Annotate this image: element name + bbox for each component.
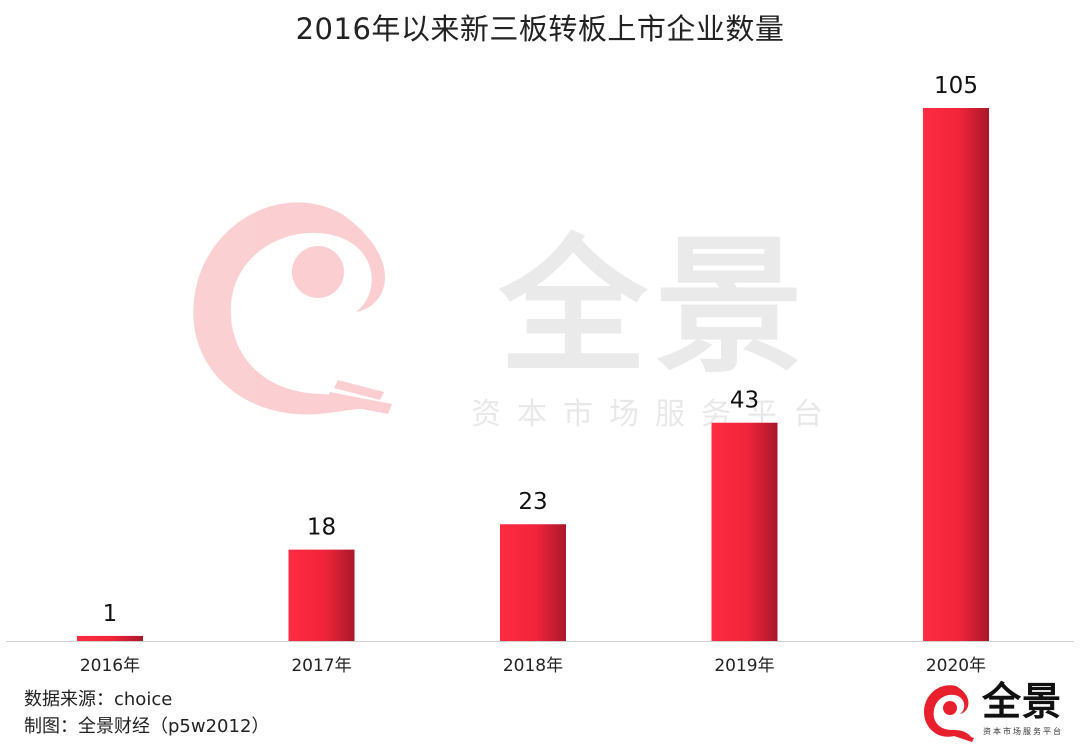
brand-logo: 全景 资本市场服务平台 (920, 680, 1080, 750)
logo-tagline: 资本市场服务平台 (983, 727, 1063, 736)
data-label-2016: 1 (103, 601, 118, 627)
watermark-name: 全景 (498, 221, 811, 393)
bar-2019 (711, 422, 778, 641)
watermark-tagline: 资本市场服务平台 (471, 397, 839, 432)
x-tick-label-2020: 2020年 (926, 656, 986, 676)
watermark: 全景 资本市场服务平台 (193, 202, 839, 432)
chart-title: 2016年以来新三板转板上市企业数量 (295, 12, 785, 46)
x-tick-label-2017: 2017年 (291, 656, 351, 676)
bars (77, 108, 989, 641)
x-tick-label-2018: 2018年 (503, 656, 563, 676)
x-tick-labels: 2016年 2017年 2018年 2019年 2020年 (80, 656, 986, 676)
bar-2018 (500, 524, 566, 641)
chart-source: 数据来源：choice 制图：全景财经（p5w2012） (24, 686, 269, 740)
data-label-2020: 105 (934, 73, 978, 99)
data-label-2017: 18 (307, 515, 336, 541)
logo-name: 全景 (982, 680, 1063, 725)
bar-2016 (77, 635, 143, 641)
data-label-2018: 23 (518, 489, 547, 515)
source-line: 数据来源：choice (24, 689, 173, 710)
producer-line: 制图：全景财经（p5w2012） (24, 716, 270, 737)
data-labels: 1 18 23 43 105 (103, 73, 978, 627)
data-label-2019: 43 (730, 388, 759, 414)
bar-2020 (923, 108, 989, 641)
logo-swirl-icon (924, 685, 974, 742)
x-tick-label-2016: 2016年 (80, 656, 140, 676)
x-tick-label-2019: 2019年 (714, 656, 774, 676)
bar-2017 (288, 549, 355, 641)
watermark-swirl-icon (193, 202, 392, 415)
